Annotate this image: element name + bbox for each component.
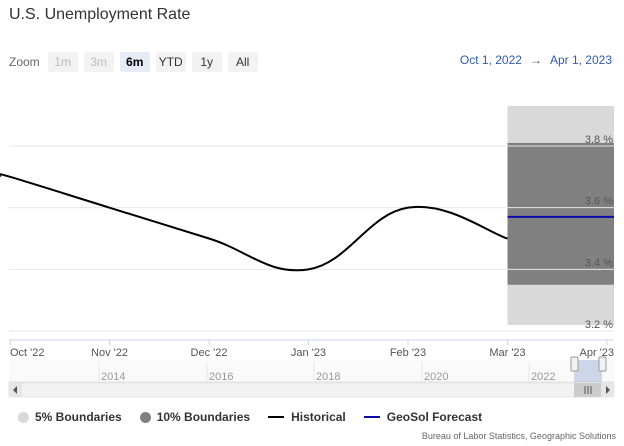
range-from[interactable]: Oct 1, 2022	[459, 53, 522, 67]
navigator-year-label-3: 2020	[424, 371, 448, 383]
range-to[interactable]: Apr 1, 2023	[549, 53, 612, 67]
y-tick-label-3: 3.8 %	[585, 134, 613, 146]
legend: 5% Boundaries 10% Boundaries Historical …	[18, 410, 500, 424]
y-tick-label-2: 3.6 %	[585, 196, 613, 208]
navigator-handle-left[interactable]	[570, 356, 579, 372]
zoom-3m-button[interactable]: 3m	[83, 52, 114, 72]
band-10pct	[507, 142, 614, 285]
series-historical-line	[0, 173, 508, 272]
chart-title: U.S. Unemployment Rate	[9, 6, 191, 23]
x-tick-label-4: Feb '23	[390, 347, 426, 359]
navigator-area[interactable]	[9, 360, 614, 382]
x-tick-label-3: Jan '23	[291, 347, 326, 359]
zoom-6m-button[interactable]: 6m	[119, 52, 150, 72]
legend-label-historical: Historical	[291, 410, 346, 424]
zoom-1y-button[interactable]: 1y	[191, 52, 222, 72]
scrollbar-track[interactable]	[8, 382, 615, 398]
zoom-bar: Zoom 1m 3m 6m YTD 1y All	[9, 51, 258, 73]
x-tick-label-0: Oct '22	[10, 347, 45, 359]
x-tick-label-1: Nov '22	[91, 347, 128, 359]
legend-item-5pct[interactable]: 5% Boundaries	[18, 410, 122, 424]
navigator-handle-right[interactable]	[598, 356, 607, 372]
navigator-year-label-4: 2022	[531, 371, 555, 383]
navigator-year-label-0: 2014	[101, 371, 125, 383]
legend-swatch-historical	[268, 416, 285, 418]
legend-label-10pct: 10% Boundaries	[156, 410, 251, 424]
legend-swatch-forecast	[363, 416, 380, 418]
scroll-right-icon	[606, 386, 610, 394]
legend-swatch-5pct	[18, 411, 29, 423]
zoom-1m-button[interactable]: 1m	[47, 52, 78, 72]
x-tick-label-2: Dec '22	[191, 347, 228, 359]
legend-swatch-10pct	[139, 411, 151, 423]
legend-label-forecast: GeoSol Forecast	[386, 410, 483, 424]
y-tick-label-1: 3.4 %	[585, 257, 613, 269]
source-credit: Bureau of Labor Statistics, Geographic S…	[421, 431, 616, 441]
scroll-left-icon	[13, 386, 17, 394]
navigator-selection[interactable]	[574, 360, 602, 382]
legend-label-5pct: 5% Boundaries	[35, 410, 122, 424]
x-tick-label-5: Mar '23	[489, 347, 525, 359]
date-range: Oct 1, 2022 → Apr 1, 2023	[460, 53, 612, 67]
legend-item-forecast[interactable]: GeoSol Forecast	[363, 410, 483, 424]
zoom-ytd-button[interactable]: YTD	[155, 52, 186, 72]
y-tick-label-0: 3.2 %	[585, 319, 613, 331]
x-tick-label-6: Apr '23	[579, 347, 614, 359]
range-arrow: →	[529, 53, 542, 67]
zoom-all-button[interactable]: All	[227, 52, 258, 72]
legend-item-historical[interactable]: Historical	[268, 410, 346, 424]
navigator-year-label-1: 2016	[209, 371, 233, 383]
navigator-year-label-2: 2018	[316, 371, 340, 383]
legend-item-10pct[interactable]: 10% Boundaries	[139, 410, 251, 424]
zoom-label: Zoom	[9, 55, 40, 69]
